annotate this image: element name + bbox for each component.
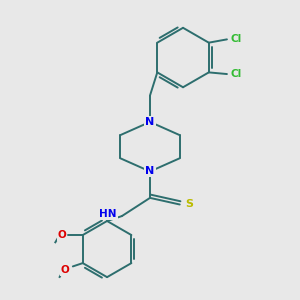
Text: Cl: Cl — [231, 34, 242, 44]
Text: N: N — [146, 117, 154, 127]
Text: O: O — [61, 265, 70, 275]
Text: O: O — [58, 230, 66, 240]
Text: N: N — [146, 167, 154, 176]
Text: S: S — [186, 200, 194, 209]
Text: HN: HN — [99, 209, 117, 219]
Text: Cl: Cl — [231, 69, 242, 79]
